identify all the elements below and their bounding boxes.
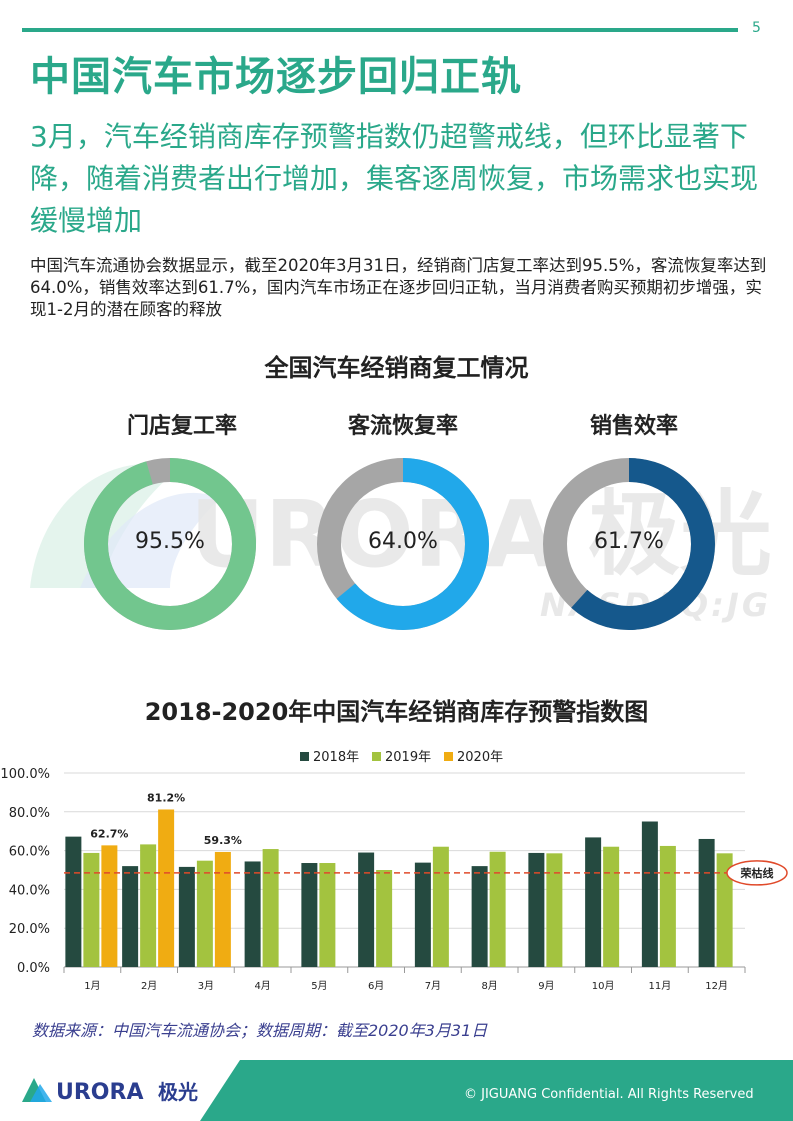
data-source: 数据来源：中国汽车流通协会；数据周期：截至2020年3月31日 [32, 1021, 488, 1040]
donut-arc [84, 458, 256, 630]
x-tick-label: 2月 [141, 980, 157, 992]
bar [546, 853, 563, 967]
page-subtitle: 3月，汽车经销商库存预警指数仍超警戒线，但环比显著下降，随着消费者出行增加，集客… [30, 120, 759, 237]
x-tick-label: 4月 [254, 980, 270, 992]
donuts-title: 全国汽车经销商复工情况 [264, 354, 529, 382]
bar [122, 866, 139, 967]
bar [489, 851, 506, 967]
bar [196, 860, 213, 967]
x-tick-label: 10月 [592, 980, 615, 992]
legend-label: 2020年 [457, 750, 503, 765]
bar [358, 852, 375, 967]
page-number: 5 [752, 20, 761, 36]
x-tick-label: 12月 [705, 980, 728, 992]
data-label: 62.7% [90, 827, 128, 840]
donut-traffic-recovery: 64.0% [315, 456, 491, 632]
footer-brand: URORA [56, 1080, 143, 1105]
y-tick-label: 100.0% [0, 767, 50, 782]
bar [432, 846, 449, 967]
intro-paragraph: 中国汽车流通协会数据显示，截至2020年3月31日，经销商门店复工率达到95.5… [30, 256, 767, 319]
x-tick-label: 5月 [311, 980, 327, 992]
x-tick-label: 1月 [84, 980, 100, 992]
footer-brand-cn: 极光 [158, 1080, 198, 1104]
legend-swatch [372, 752, 381, 761]
donut-label-sales-efficiency: 销售效率 [589, 414, 678, 439]
y-tick-label: 60.0% [9, 845, 50, 860]
donut-value: 61.7% [594, 529, 664, 554]
reference-line-badge [726, 860, 788, 886]
legend-swatch [444, 752, 453, 761]
donut-sales-efficiency: 61.7% [541, 456, 717, 632]
y-tick-label: 40.0% [9, 883, 50, 898]
bar-chart: 0.0% 20.0% 40.0% 60.0% 80.0% 100.0% 1月 2月 3月 4月 5月… [0, 750, 788, 992]
bar [214, 851, 231, 967]
bar [244, 861, 261, 967]
top-rule [22, 28, 738, 32]
bar [376, 870, 393, 967]
donut-arc [317, 458, 489, 630]
bar [698, 838, 715, 967]
x-tick-label: 6月 [368, 980, 384, 992]
bar [83, 852, 100, 967]
bar [528, 852, 545, 967]
data-label: 81.2% [147, 791, 185, 804]
donut-label-traffic-recovery: 客流恢复率 [347, 414, 458, 439]
bar [101, 845, 118, 967]
legend-swatch [300, 752, 309, 761]
bar [140, 844, 157, 967]
y-tick-label: 20.0% [9, 922, 50, 937]
bar [716, 853, 733, 967]
page-title: 中国汽车市场逐步回归正轨 [30, 54, 522, 100]
bar [319, 863, 336, 967]
legend-label: 2019年 [385, 750, 431, 765]
footer-copyright: © JIGUANG Confidential. All Rights Reser… [464, 1087, 754, 1102]
x-tick-label: 3月 [198, 980, 214, 992]
legend-label: 2018年 [313, 750, 359, 765]
bar [603, 846, 620, 967]
donut-arc [543, 458, 715, 630]
x-tick-label: 11月 [649, 980, 672, 992]
x-tick-label: 8月 [481, 980, 497, 992]
footer-logo: URORA 极光 [22, 1078, 198, 1105]
y-tick-label: 0.0% [17, 961, 50, 976]
bar [659, 845, 676, 967]
y-tick-label: 80.0% [9, 806, 50, 821]
bar-chart-title: 2018-2020年中国汽车经销商库存预警指数图 [144, 698, 649, 726]
bar [585, 837, 602, 967]
bar [158, 809, 175, 967]
x-tick-label: 7月 [425, 980, 441, 992]
x-tick-label: 9月 [538, 980, 554, 992]
donut-value: 64.0% [368, 529, 438, 554]
bar [471, 866, 488, 967]
reference-line-label: 荣枯线 [740, 866, 774, 880]
bar [65, 836, 82, 967]
donut-store-reopen: 95.5% [82, 456, 258, 632]
bar [414, 862, 431, 967]
donut-value: 95.5% [135, 529, 205, 554]
data-label: 59.3% [204, 834, 242, 847]
bar [178, 866, 195, 967]
bar [301, 863, 318, 967]
donut-label-store-reopen: 门店复工率 [126, 414, 237, 439]
bar [641, 821, 658, 967]
bar [262, 849, 279, 967]
footer-bar [200, 1060, 793, 1121]
